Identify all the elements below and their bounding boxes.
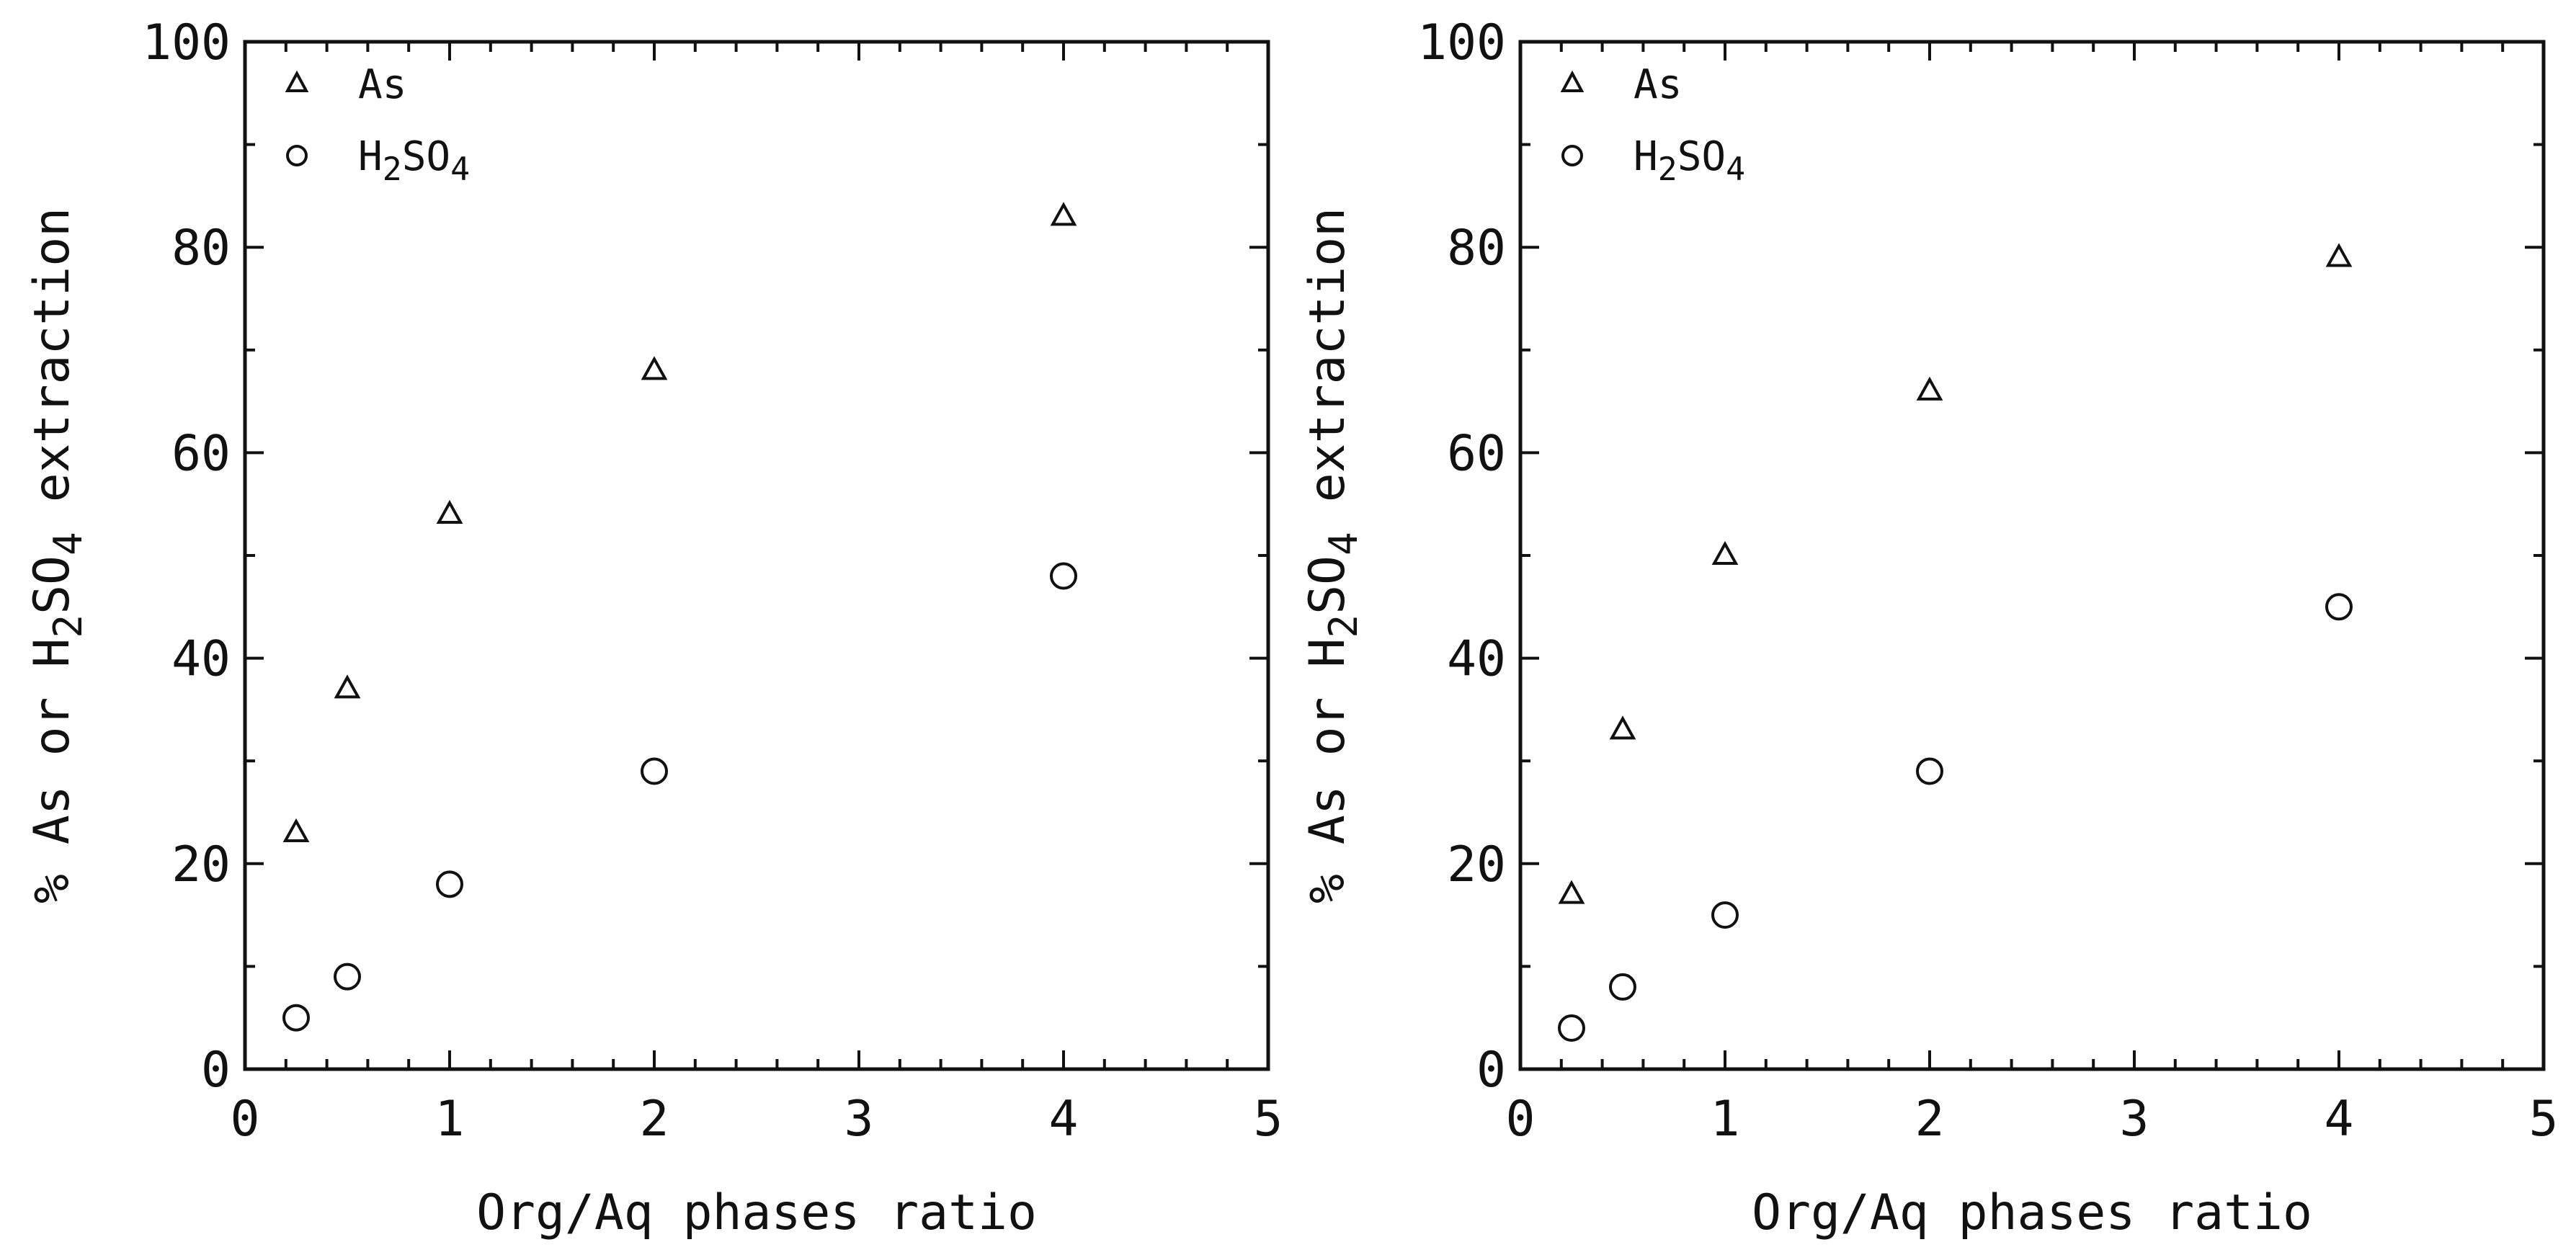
data-point-as [641, 356, 668, 380]
data-point-h2so4 [641, 757, 668, 785]
y-tick-label: 0 [1476, 1042, 1506, 1099]
legend-triangle-marker [285, 70, 309, 92]
x-tick-label: 5 [2529, 1091, 2559, 1148]
y-tick-label: 0 [201, 1042, 231, 1099]
label-text: extraction [1299, 207, 1356, 532]
y-axis-title: % As or H2SO4 extraction [1299, 207, 1366, 903]
chart-panel-1: 0 1 2 3 4 5 0 20 40 60 80 100 Org/Aq phases ratio % A… [24, 14, 1283, 1241]
legend-circle-marker [286, 145, 308, 166]
x-tick-label: 0 [231, 1091, 260, 1148]
legend-entry-h2so4: H2SO4 [1561, 133, 1745, 188]
x-tick-label: 4 [1049, 1091, 1079, 1148]
x-tick-label: 2 [640, 1091, 669, 1148]
x-tick-label: 1 [1711, 1091, 1740, 1148]
subscript-text: 4 [450, 150, 470, 188]
data-point-h2so4 [1711, 901, 1739, 929]
data-point-h2so4 [282, 1004, 310, 1032]
plot-frame [243, 40, 1270, 1071]
data-point-as [282, 818, 310, 843]
legend-entry-as: As [285, 61, 406, 108]
x-tick-label: 2 [1915, 1091, 1945, 1148]
data-point-h2so4 [2325, 593, 2353, 621]
data-point-as [1609, 715, 1636, 740]
label-text: SO [1299, 555, 1356, 615]
legend-label: As [358, 61, 406, 108]
x-axis-title: Org/Aq phases ratio [476, 1184, 1037, 1241]
y-axis-title: % As or H2SO4 extraction [24, 207, 91, 903]
data-point-h2so4 [1609, 973, 1636, 1001]
data-point-as [1711, 540, 1739, 565]
subscript-text: 2 [383, 150, 402, 188]
subscript-text: 2 [1658, 150, 1677, 188]
label-text: SO [24, 555, 81, 615]
y-tick-label: 80 [1447, 220, 1506, 277]
label-text: SO [402, 133, 450, 180]
data-point-as [2325, 243, 2353, 267]
y-tick-label: 100 [1417, 14, 1506, 71]
data-point-as [1916, 376, 1943, 401]
label-text: H [358, 133, 383, 180]
label-text: % As or H [1299, 638, 1356, 903]
data-point-as [1050, 202, 1077, 226]
x-tick-label: 1 [435, 1091, 465, 1148]
data-point-as [1558, 880, 1585, 904]
subscript-text: 4 [1726, 150, 1745, 188]
x-tick-label: 3 [2120, 1091, 2149, 1148]
data-point-h2so4 [436, 870, 463, 898]
legend-entry-as: As [1560, 61, 1682, 108]
label-text: H [1634, 133, 1658, 180]
data-point-h2so4 [1050, 562, 1077, 590]
y-tick-label: 60 [1447, 425, 1506, 482]
chart-panel-2: 0 1 2 3 4 5 0 20 40 60 80 100 Org/Aq phases ratio % A… [1299, 14, 2558, 1241]
y-tick-label: 20 [1447, 836, 1506, 893]
label-text: extraction [24, 207, 81, 532]
subscript-text: 4 [45, 532, 91, 555]
legend-label: H2SO4 [1634, 133, 1745, 188]
plot-frame [1518, 40, 2546, 1071]
legend-triangle-marker [1560, 70, 1585, 92]
x-tick-label: 5 [1254, 1091, 1283, 1148]
subscript-text: 2 [1321, 615, 1366, 638]
y-tick-label: 60 [171, 425, 231, 482]
x-tick-label: 0 [1506, 1091, 1536, 1148]
y-tick-label: 100 [142, 14, 231, 71]
data-point-h2so4 [1558, 1014, 1585, 1042]
y-tick-label: 80 [171, 220, 231, 277]
legend-entry-h2so4: H2SO4 [286, 133, 470, 188]
legend-label: As [1634, 61, 1682, 108]
data-point-h2so4 [334, 963, 361, 991]
subscript-text: 4 [1321, 532, 1366, 555]
label-text: % As or H [24, 638, 81, 903]
legend-label: H2SO4 [358, 133, 470, 188]
data-point-as [436, 499, 463, 524]
data-point-as [334, 674, 361, 699]
y-tick-label: 20 [171, 836, 231, 893]
data-point-h2so4 [1916, 757, 1943, 785]
label-text: SO [1677, 133, 1726, 180]
legend-circle-marker [1561, 145, 1583, 166]
y-tick-label: 40 [171, 631, 231, 688]
subscript-text: 2 [45, 615, 91, 638]
x-tick-label: 3 [844, 1091, 874, 1148]
x-tick-label: 4 [2325, 1091, 2354, 1148]
y-tick-label: 40 [1447, 631, 1506, 688]
x-axis-title: Org/Aq phases ratio [1752, 1184, 2312, 1241]
